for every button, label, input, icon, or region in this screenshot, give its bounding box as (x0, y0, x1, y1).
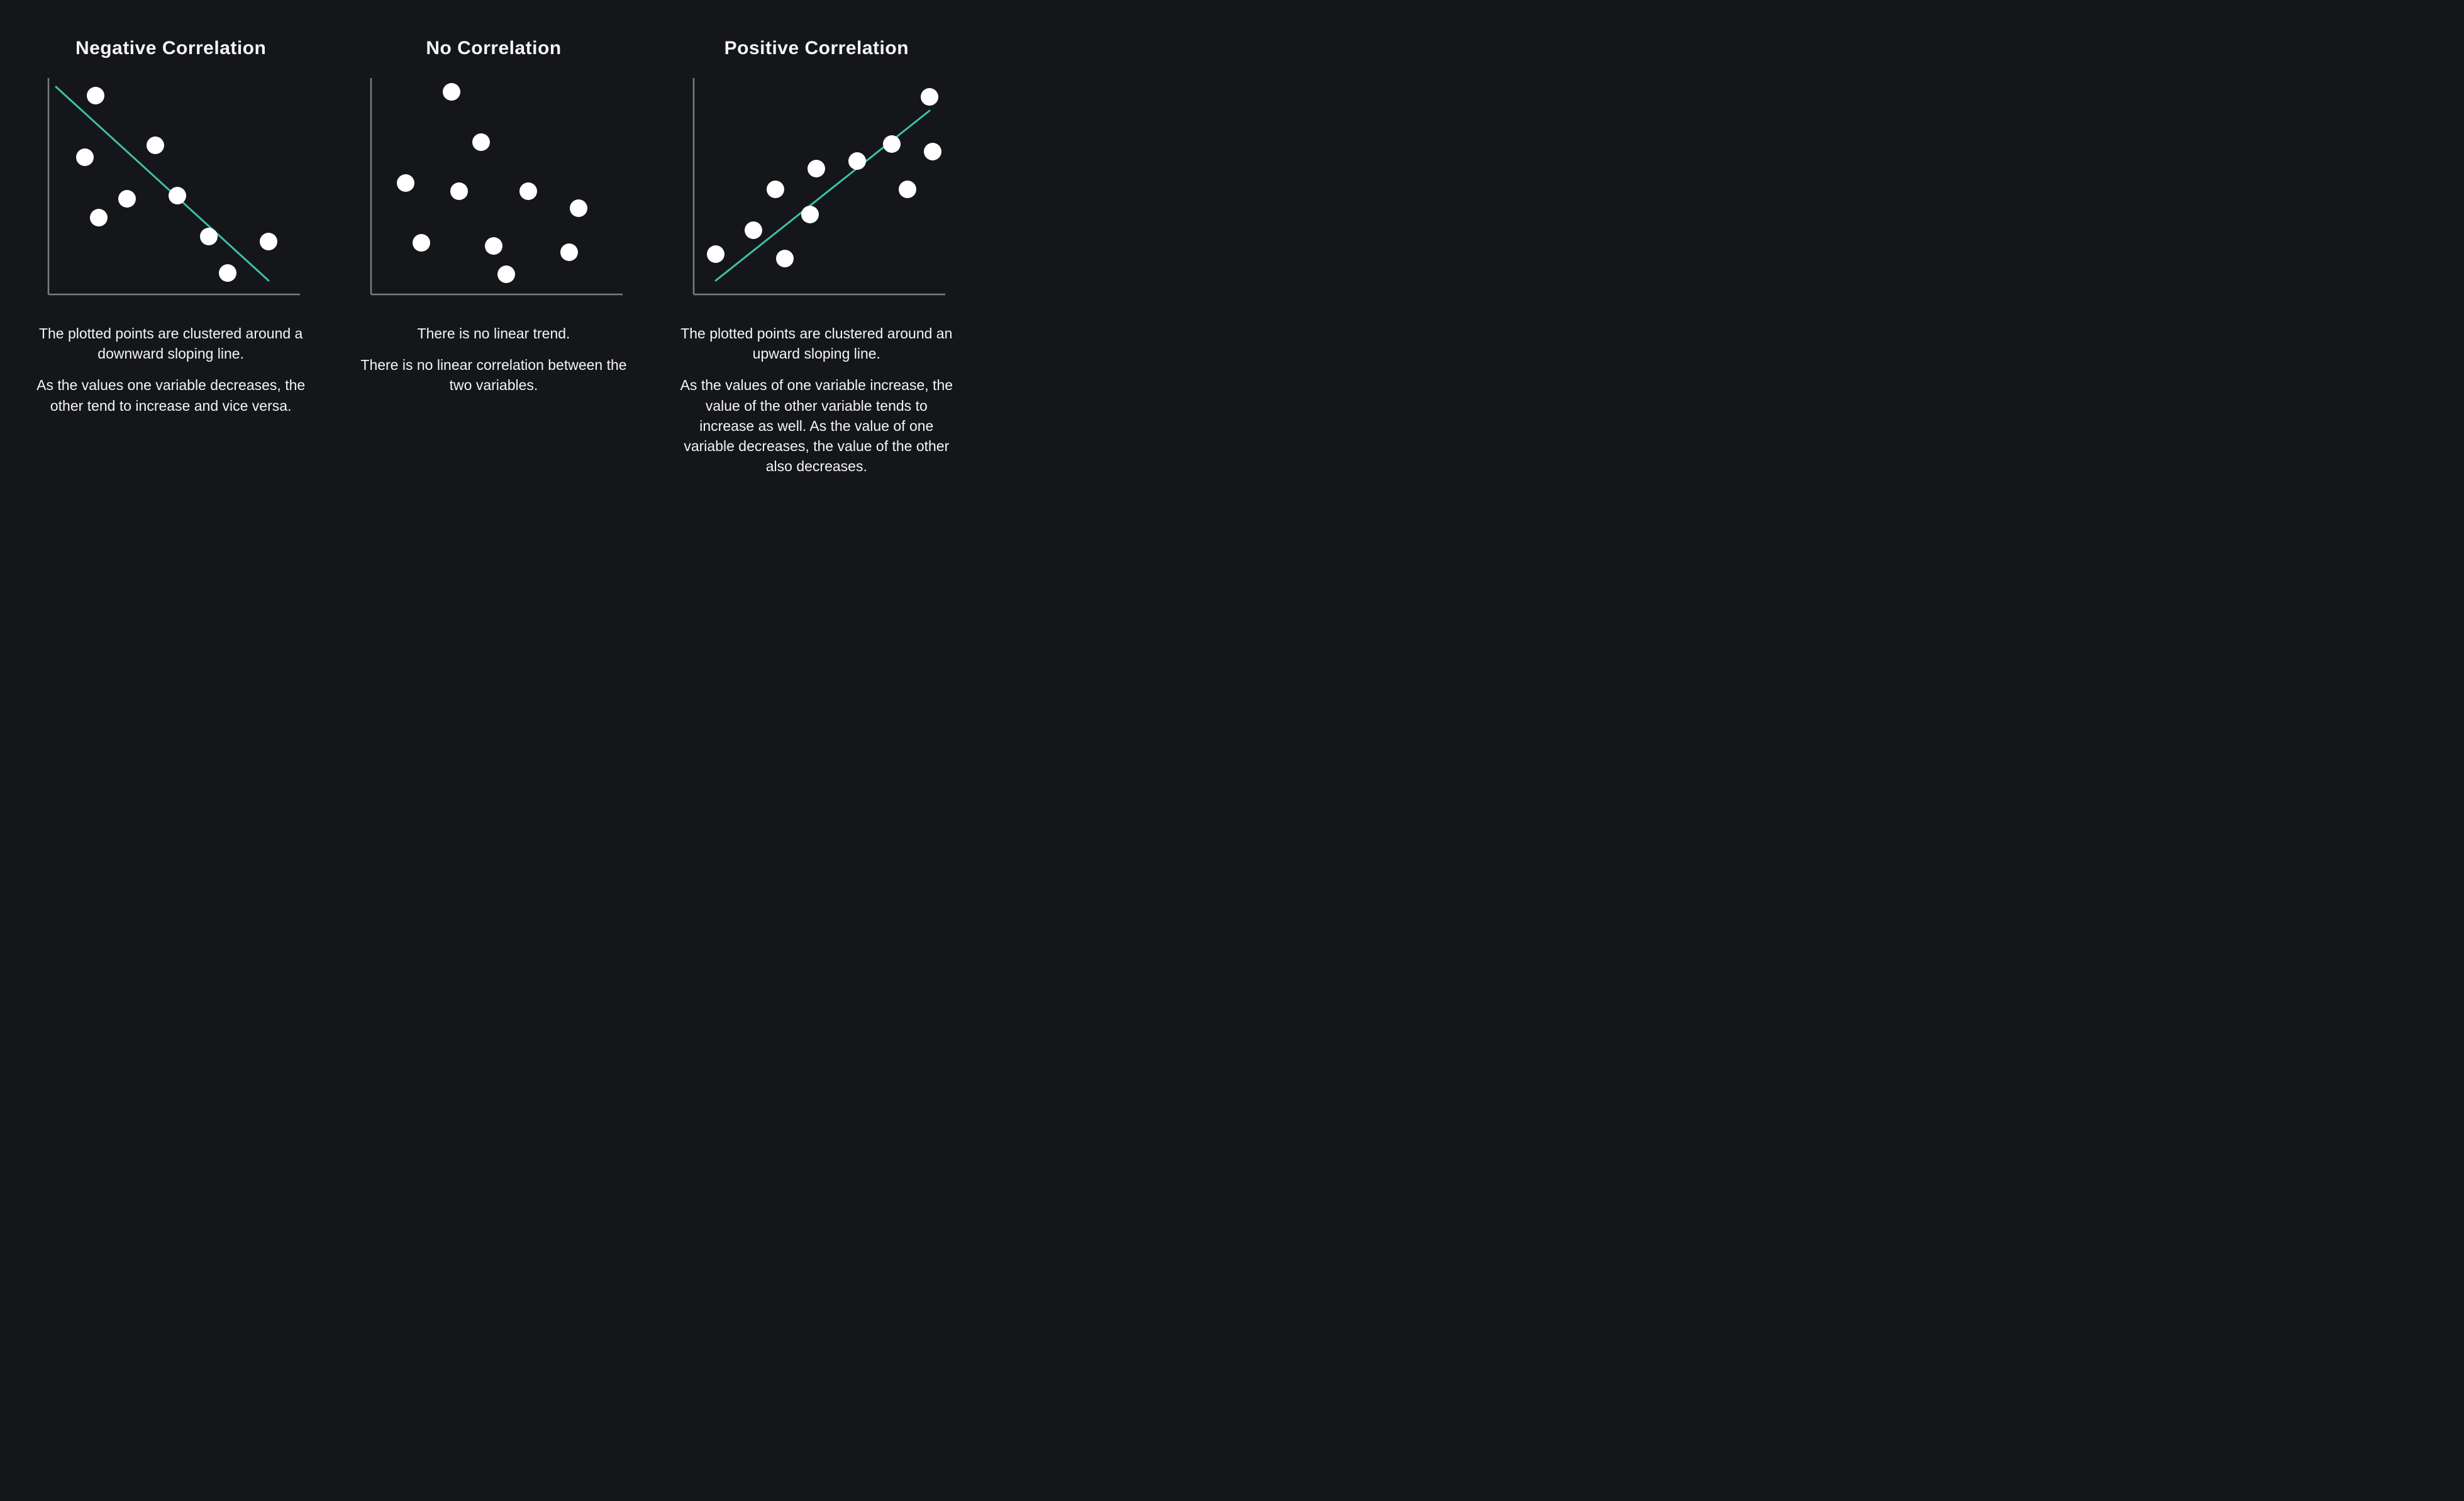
data-point (76, 148, 94, 166)
panel-title: No Correlation (426, 38, 561, 59)
data-point (90, 209, 108, 226)
data-point (443, 83, 460, 101)
panel-title: Positive Correlation (724, 38, 909, 59)
data-point (899, 181, 916, 198)
scatter-chart-positive (681, 73, 952, 306)
panel-description: The plotted points are clustered around … (678, 323, 955, 476)
panel-none: No Correlation There is no linear trend.… (348, 38, 639, 476)
data-point (570, 199, 587, 217)
desc-para: There is no linear correlation between t… (355, 355, 632, 395)
data-point (883, 135, 901, 153)
panel-positive: Positive Correlation The plotted points … (671, 38, 962, 476)
desc-para: As the values one variable decreases, th… (33, 375, 309, 415)
data-point (485, 237, 502, 255)
data-point (200, 228, 218, 245)
trend-line (56, 87, 269, 281)
data-point (745, 221, 762, 239)
data-point (776, 250, 794, 267)
data-point (397, 174, 414, 192)
panel-negative: Negative Correlation The plotted points … (25, 38, 316, 476)
scatter-chart-none (358, 73, 629, 306)
desc-para: As the values of one variable increase, … (678, 375, 955, 476)
data-point (767, 181, 784, 198)
data-point (924, 143, 941, 160)
desc-para: There is no linear trend. (355, 323, 632, 343)
scatter-chart-negative (36, 73, 306, 306)
trend-line (716, 111, 930, 281)
data-point (848, 152, 866, 170)
data-point (169, 187, 186, 204)
panel-title: Negative Correlation (75, 38, 266, 59)
data-point (472, 133, 490, 151)
data-point (497, 265, 515, 283)
data-point (118, 190, 136, 208)
data-point (413, 234, 430, 252)
data-point (260, 233, 277, 250)
data-point (807, 160, 825, 177)
data-point (147, 137, 164, 154)
panel-description: The plotted points are clustered around … (33, 323, 309, 416)
data-point (921, 88, 938, 106)
data-point (219, 264, 236, 282)
data-point (801, 206, 819, 223)
data-point (87, 87, 104, 104)
desc-para: The plotted points are clustered around … (33, 323, 309, 364)
panel-grid: Negative Correlation The plotted points … (25, 38, 962, 476)
panel-description: There is no linear trend. There is no li… (355, 323, 632, 396)
data-point (560, 243, 578, 261)
data-point (707, 245, 724, 263)
desc-para: The plotted points are clustered around … (678, 323, 955, 364)
data-point (450, 182, 468, 200)
data-point (519, 182, 537, 200)
